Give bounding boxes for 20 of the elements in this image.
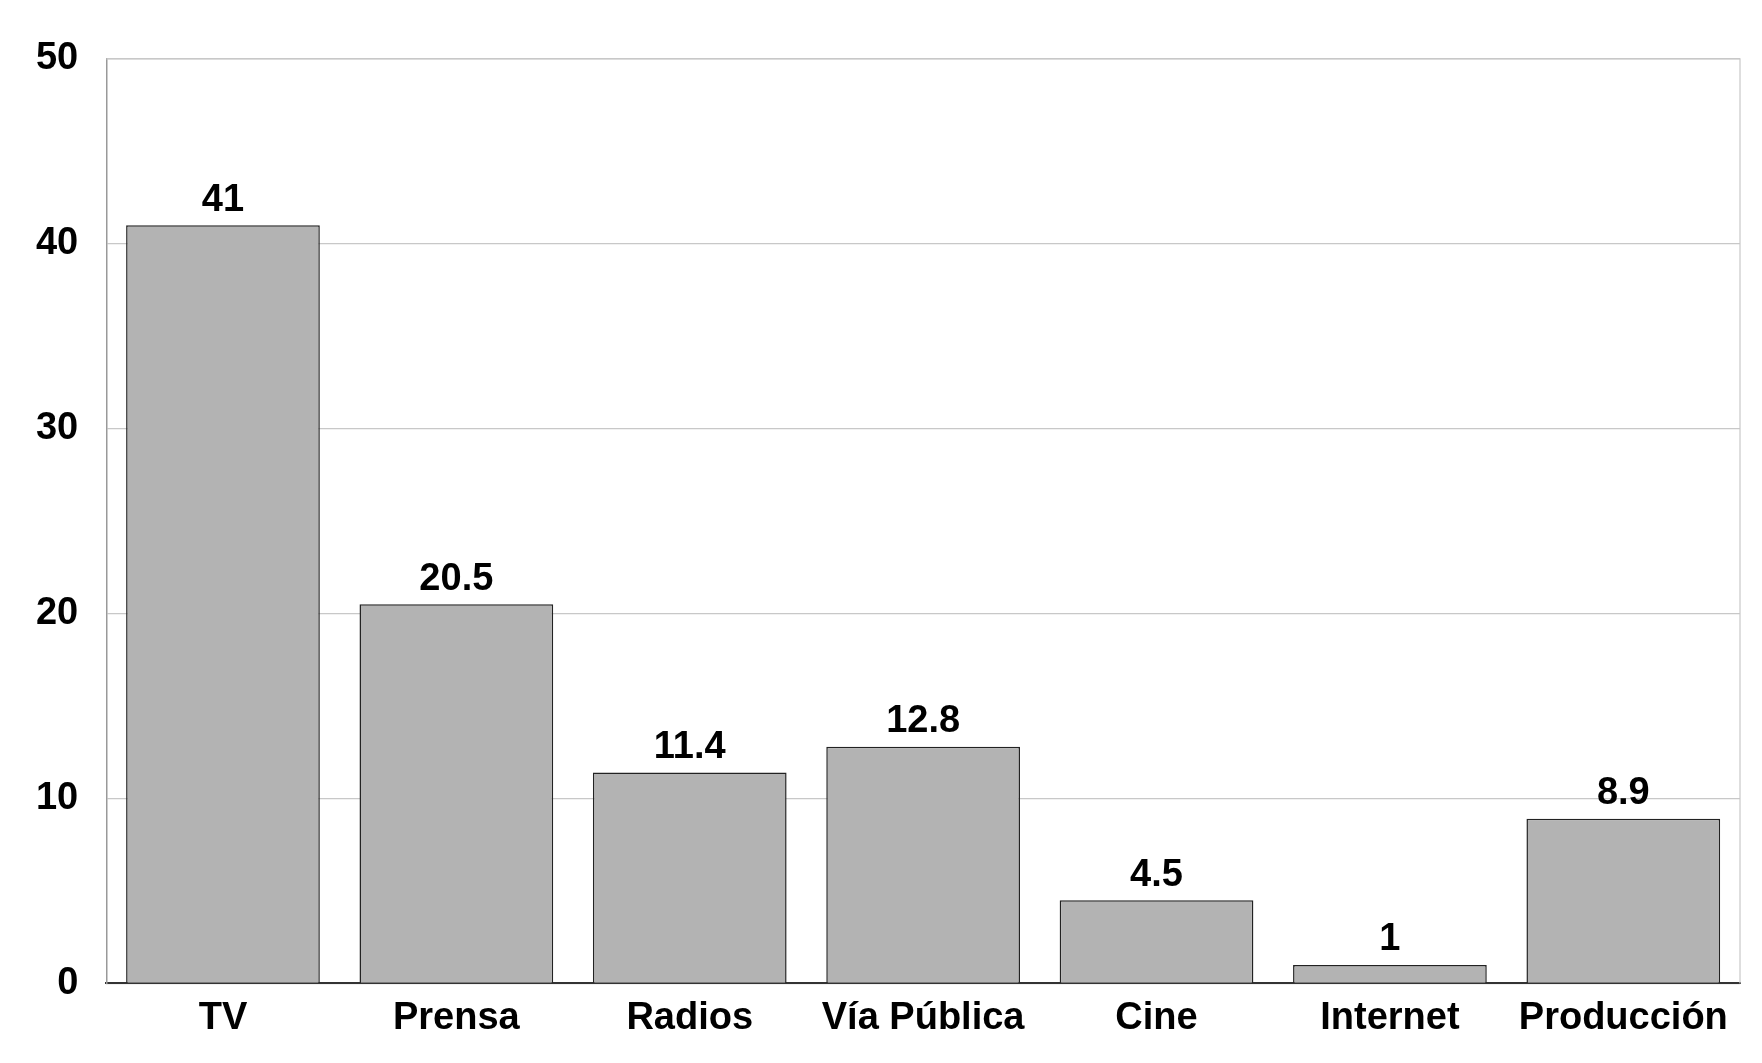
data-label: 8.9 [1596,770,1650,813]
x-tick-label: TV [198,994,248,1037]
y-tick-label: 50 [35,35,79,78]
y-tick-label: 30 [35,405,79,448]
x-tick-label: Producción [1518,994,1728,1037]
x-tick-label: Vía Pública [821,994,1026,1037]
data-label: 20.5 [419,555,494,598]
x-tick-label: Radios [626,994,754,1037]
x-tick-label: Cine [1115,994,1198,1037]
data-label: 41 [201,176,245,219]
data-label: 1 [1379,916,1401,959]
data-label: 12.8 [886,698,961,741]
y-tick-label: 20 [35,590,79,633]
x-tick-label: Prensa [392,994,521,1037]
x-tick-label: Internet [1320,994,1460,1037]
y-tick-label: 40 [35,220,79,263]
y-tick-label: 10 [35,774,79,817]
data-label: 4.5 [1130,851,1183,894]
data-label: 11.4 [653,724,726,767]
y-tick-label: 0 [57,959,79,1002]
